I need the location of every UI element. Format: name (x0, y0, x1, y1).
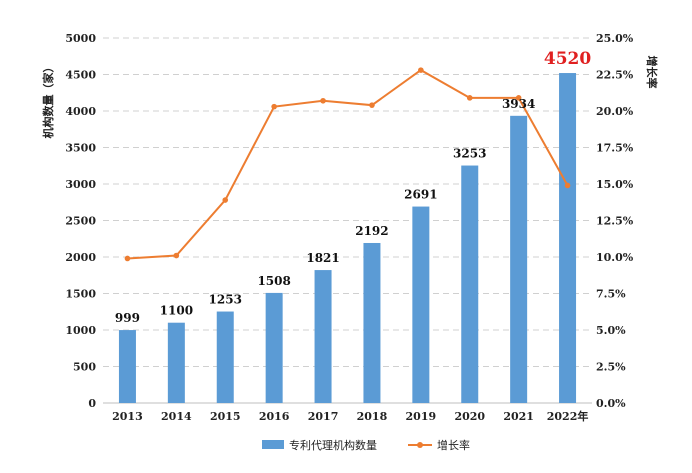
x-tick-label: 2022年 (547, 409, 589, 423)
y-right-tick-label: 22.5% (596, 69, 634, 82)
right-axis-ticks: 0.0% 2.5% 5.0% 7.5% 10.0% 12.5% 15.0% 17.5% 20.0… (596, 32, 634, 410)
x-axis-ticks: 2013 2014 2015 2016 2017 2018 2019 2020 2021 2022… (112, 409, 588, 423)
bar-value-label: 3934 (502, 97, 535, 111)
bar (559, 73, 577, 403)
growth-rate-point (564, 182, 571, 189)
bar-value-label: 2192 (355, 224, 388, 238)
growth-rate-point (222, 197, 229, 203)
bar-value-label: 2691 (404, 188, 437, 202)
x-tick-label: 2014 (161, 410, 192, 423)
x-tick-label: 2016 (259, 410, 290, 423)
legend-bar-label: 专利代理机构数量 (289, 438, 377, 452)
y-right-tick-label: 12.5% (596, 215, 634, 228)
y-right-tick-label: 10.0% (596, 251, 634, 264)
y-axis-title: 机构数量（家） (41, 62, 55, 139)
y-tick-label: 2500 (65, 215, 96, 228)
bar (265, 292, 283, 403)
growth-rate-point (320, 97, 326, 104)
bar-value-label: 1508 (257, 274, 290, 288)
y-tick-label: 1000 (65, 324, 96, 337)
bar (167, 322, 185, 403)
x-tick-label: 2015 (210, 410, 241, 423)
x-tick-label: 2020 (454, 410, 485, 423)
x-tick-label: 2017 (308, 410, 339, 423)
legend-bar-swatch (262, 440, 284, 449)
y-tick-label: 5000 (65, 32, 96, 45)
y-right-tick-label: 7.5% (596, 288, 626, 301)
bar (216, 311, 234, 403)
y-right-tick-label: 2.5% (596, 361, 626, 374)
growth-rate-point (515, 95, 522, 101)
bar-value-label: 1253 (209, 293, 242, 307)
bar (363, 242, 381, 403)
bar-value-label: 1821 (306, 251, 339, 265)
y-right-tick-label: 5.0% (596, 324, 626, 337)
x-tick-label: 2013 (112, 410, 143, 423)
growth-rate-point (466, 95, 473, 101)
growth-rate-line (127, 68, 569, 260)
bar-series (118, 73, 577, 404)
line-series (124, 67, 571, 262)
bar (314, 270, 332, 403)
y-tick-label: 3500 (65, 142, 96, 155)
bar (118, 330, 136, 403)
bar-value-label: 3253 (453, 147, 486, 161)
y-tick-label: 1500 (65, 288, 96, 301)
growth-rate-point (124, 255, 131, 262)
y-right-tick-label: 15.0% (596, 178, 634, 191)
bar (510, 115, 528, 404)
gridlines (103, 37, 592, 404)
y-tick-label: 0 (88, 397, 96, 410)
bar (412, 206, 430, 403)
legend-line-marker (417, 442, 423, 448)
x-tick-label: 2021 (503, 410, 534, 423)
data-labels: 999 1100 1253 1508 1821 2192 2691 3253 3934 4520 (115, 49, 591, 325)
left-axis-ticks: 0 500 1000 1500 2000 2500 3000 3500 4000 4500 5000 (65, 32, 96, 410)
x-tick-label: 2019 (406, 410, 437, 423)
y-right-tick-label: 17.5% (596, 142, 634, 155)
y-tick-label: 500 (73, 361, 96, 374)
growth-rate-point (173, 252, 180, 259)
y-right-tick-label: 20.0% (596, 105, 634, 118)
y-tick-label: 4500 (65, 69, 96, 82)
y-tick-label: 4000 (65, 105, 96, 118)
y-tick-label: 3000 (65, 178, 96, 191)
legend: 专利代理机构数量 增长率 (262, 438, 470, 452)
bar (461, 165, 479, 403)
growth-rate-point (271, 103, 277, 110)
legend-line-label: 增长率 (437, 438, 470, 452)
growth-rate-point (418, 67, 424, 73)
y-right-tick-label: 25.0% (596, 32, 634, 45)
y-tick-label: 2000 (65, 251, 96, 264)
x-tick-label: 2018 (357, 410, 388, 423)
bar-value-label: 999 (115, 311, 140, 325)
growth-rate-point (369, 102, 375, 108)
bar-value-label: 1100 (160, 304, 193, 318)
y-axis-right-title: 增长率 (645, 56, 659, 89)
y-right-tick-label: 0.0% (596, 397, 626, 410)
bar-value-label: 4520 (544, 49, 591, 69)
